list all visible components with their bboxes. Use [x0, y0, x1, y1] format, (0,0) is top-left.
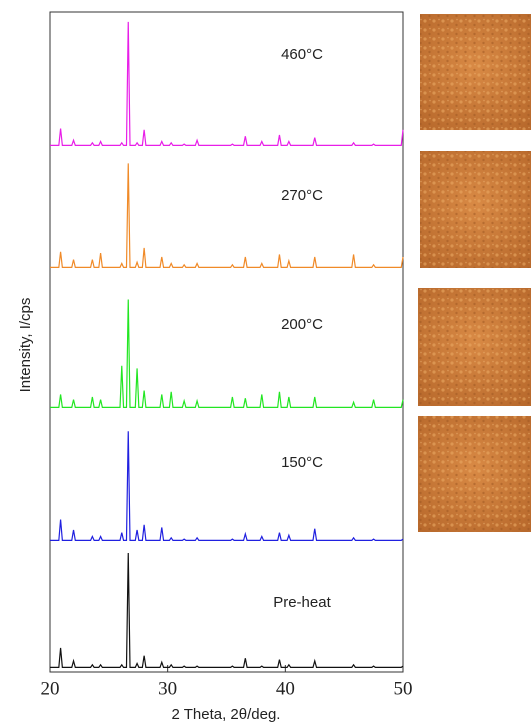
x-tick-label: 30 [158, 678, 177, 699]
plot-frame [49, 11, 404, 673]
xrd-line [50, 431, 404, 541]
micrograph-texture [418, 288, 531, 406]
series-label: Pre-heat [273, 594, 331, 611]
micrographs [418, 14, 531, 532]
x-tick-label: 40 [276, 678, 295, 699]
xrd-line [50, 21, 404, 146]
x-tick-label: 50 [394, 678, 413, 699]
micrograph-texture [420, 151, 531, 268]
series-label: 270°C [281, 187, 323, 204]
series-label: 200°C [281, 316, 323, 333]
xrd-line [50, 163, 404, 268]
micrograph-texture [418, 416, 531, 532]
series-label: 150°C [281, 454, 323, 471]
micrograph-texture [420, 14, 531, 130]
series-label: 460°C [281, 46, 323, 63]
x-axis-label: 2 Theta, 2θ/deg. [172, 706, 281, 723]
x-tick-label: 20 [41, 678, 60, 699]
xrd-line [50, 299, 404, 408]
y-axis-label: Intensity, I/cps [17, 298, 34, 393]
xrd-line [50, 552, 404, 668]
